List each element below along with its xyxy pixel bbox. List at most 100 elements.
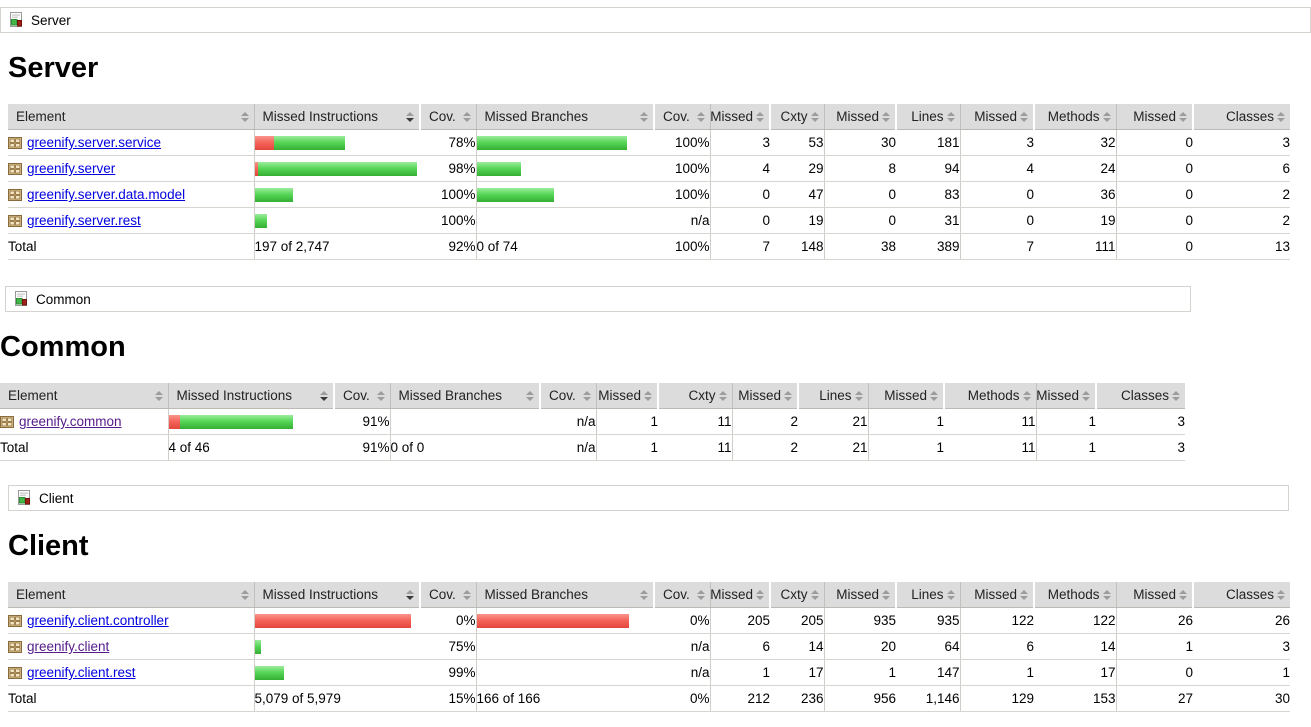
element-cell: greenify.client	[8, 633, 254, 660]
column-header-cov-[interactable]: Cov.	[539, 383, 596, 409]
instruction-coverage-cell: 78%	[420, 129, 476, 156]
column-header-classes[interactable]: Classes	[1095, 383, 1185, 409]
column-header-missed[interactable]: Missed	[959, 582, 1034, 608]
column-header-cov-[interactable]: Cov.	[333, 383, 390, 409]
section-server: Server Server Element Missed Instructions…	[0, 7, 1311, 260]
package-link[interactable]: greenify.client.controller	[27, 613, 169, 628]
column-header-missed[interactable]: Missed	[1035, 383, 1096, 409]
column-header-methods[interactable]: Methods	[1033, 582, 1116, 608]
column-header-cxty[interactable]: Cxty	[769, 582, 824, 608]
sort-arrows-icon	[1179, 111, 1187, 122]
column-header-classes[interactable]: Classes	[1192, 104, 1290, 130]
coverage-group-icon	[8, 12, 24, 28]
breadcrumb-label[interactable]: Client	[39, 490, 74, 506]
column-header-missed-instructions[interactable]: Missed Instructions	[167, 383, 334, 409]
branch-coverage-cell: n/a	[654, 659, 710, 686]
counter-cell: 2	[1193, 207, 1290, 234]
package-link[interactable]: greenify.server.data.model	[27, 187, 186, 202]
column-header-methods[interactable]: Methods	[943, 383, 1036, 409]
column-header-label: Classes	[1225, 109, 1274, 124]
counter-cell: 83	[896, 181, 960, 208]
breadcrumb-label[interactable]: Common	[36, 291, 91, 307]
column-header-missed[interactable]: Missed	[823, 582, 896, 608]
sort-arrows-icon	[1102, 111, 1111, 122]
counter-cell: 935	[896, 607, 960, 634]
package-link[interactable]: greenify.client.rest	[27, 665, 136, 680]
column-header-missed[interactable]: Missed	[595, 383, 658, 409]
counter-cell: 53	[770, 129, 824, 156]
column-header-cov-[interactable]: Cov.	[653, 582, 710, 608]
package-link[interactable]: greenify.client	[27, 639, 110, 654]
instruction-coverage-cell: 91%	[334, 408, 390, 435]
column-header-missed-branches[interactable]: Missed Branches	[475, 104, 654, 130]
total-counter-cell: 153	[1034, 685, 1116, 712]
counter-cell: 11	[944, 408, 1036, 435]
package-link[interactable]: greenify.server.rest	[27, 213, 141, 228]
table-row: greenify.server.data.model 100% 100% 0 47 0 83…	[8, 181, 1290, 208]
total-instruction-coverage-cell: 91%	[334, 434, 390, 461]
package-icon	[8, 666, 22, 680]
sort-arrows-icon	[1020, 589, 1028, 600]
counter-cell: 122	[959, 607, 1034, 634]
counter-cell: 19	[770, 207, 824, 234]
counter-cell: 0	[1115, 129, 1193, 156]
package-link[interactable]: greenify.server	[27, 161, 116, 176]
column-header-missed[interactable]: Missed	[709, 582, 770, 608]
column-header-label: Missed	[598, 388, 641, 403]
counter-cell: 147	[896, 659, 960, 686]
missed-instructions-bar	[255, 665, 420, 680]
column-header-element[interactable]: Element	[8, 582, 254, 608]
column-header-missed-instructions[interactable]: Missed Instructions	[253, 582, 420, 608]
column-header-missed[interactable]: Missed	[867, 383, 944, 409]
column-header-missed-instructions[interactable]: Missed Instructions	[253, 104, 420, 130]
total-counter-cell: 0	[1115, 233, 1193, 260]
breadcrumb-label[interactable]: Server	[31, 12, 71, 28]
column-header-methods[interactable]: Methods	[1033, 104, 1116, 130]
missed-instructions-bar	[255, 187, 420, 202]
column-header-missed[interactable]: Missed	[1115, 104, 1193, 130]
sort-arrows-icon	[376, 390, 385, 401]
column-header-element[interactable]: Element	[0, 383, 168, 409]
counter-cell: 1	[1115, 633, 1193, 660]
sort-arrows-icon	[406, 589, 414, 600]
column-header-lines[interactable]: Lines	[895, 582, 960, 608]
column-header-lines[interactable]: Lines	[797, 383, 868, 409]
column-header-label: Missed	[836, 587, 879, 602]
missed-branches-bar	[477, 613, 654, 628]
bar-green-segment	[273, 135, 345, 150]
column-header-label: Missed	[1133, 587, 1176, 602]
column-header-cov-[interactable]: Cov.	[419, 582, 476, 608]
missed-branches-cell	[389, 408, 540, 435]
column-header-missed[interactable]: Missed	[959, 104, 1034, 130]
bar-green-segment	[255, 639, 261, 654]
counter-cell: 935	[823, 607, 896, 634]
package-icon	[8, 214, 22, 228]
column-header-missed[interactable]: Missed	[709, 104, 770, 130]
column-header-missed[interactable]: Missed	[1115, 582, 1193, 608]
counter-cell: 1	[1035, 408, 1096, 435]
element-cell: greenify.server.data.model	[8, 181, 254, 208]
sort-arrows-icon	[810, 111, 819, 122]
column-header-missed-branches[interactable]: Missed Branches	[475, 582, 654, 608]
package-link[interactable]: greenify.server.service	[27, 135, 162, 150]
column-header-lines[interactable]: Lines	[895, 104, 960, 130]
column-header-classes[interactable]: Classes	[1192, 582, 1290, 608]
column-header-cxty[interactable]: Cxty	[657, 383, 732, 409]
column-header-cxty[interactable]: Cxty	[769, 104, 824, 130]
page-title: Server	[8, 52, 99, 84]
sort-arrows-icon	[1020, 111, 1028, 122]
column-header-missed-branches[interactable]: Missed Branches	[389, 383, 540, 409]
column-header-element[interactable]: Element	[8, 104, 254, 130]
sort-arrows-icon	[1172, 390, 1180, 401]
sort-arrows-icon	[406, 111, 414, 122]
counter-cell: 17	[1034, 659, 1116, 686]
counter-cell: 26	[1115, 607, 1193, 634]
total-label-cell: Total	[0, 434, 168, 461]
column-header-missed[interactable]: Missed	[823, 104, 896, 130]
package-link[interactable]: greenify.common	[19, 414, 122, 429]
package-icon	[8, 614, 22, 628]
column-header-missed[interactable]: Missed	[731, 383, 798, 409]
column-header-cov-[interactable]: Cov.	[653, 104, 710, 130]
column-header-cov-[interactable]: Cov.	[419, 104, 476, 130]
total-missed-branches-cell: 0 of 0	[389, 434, 540, 461]
